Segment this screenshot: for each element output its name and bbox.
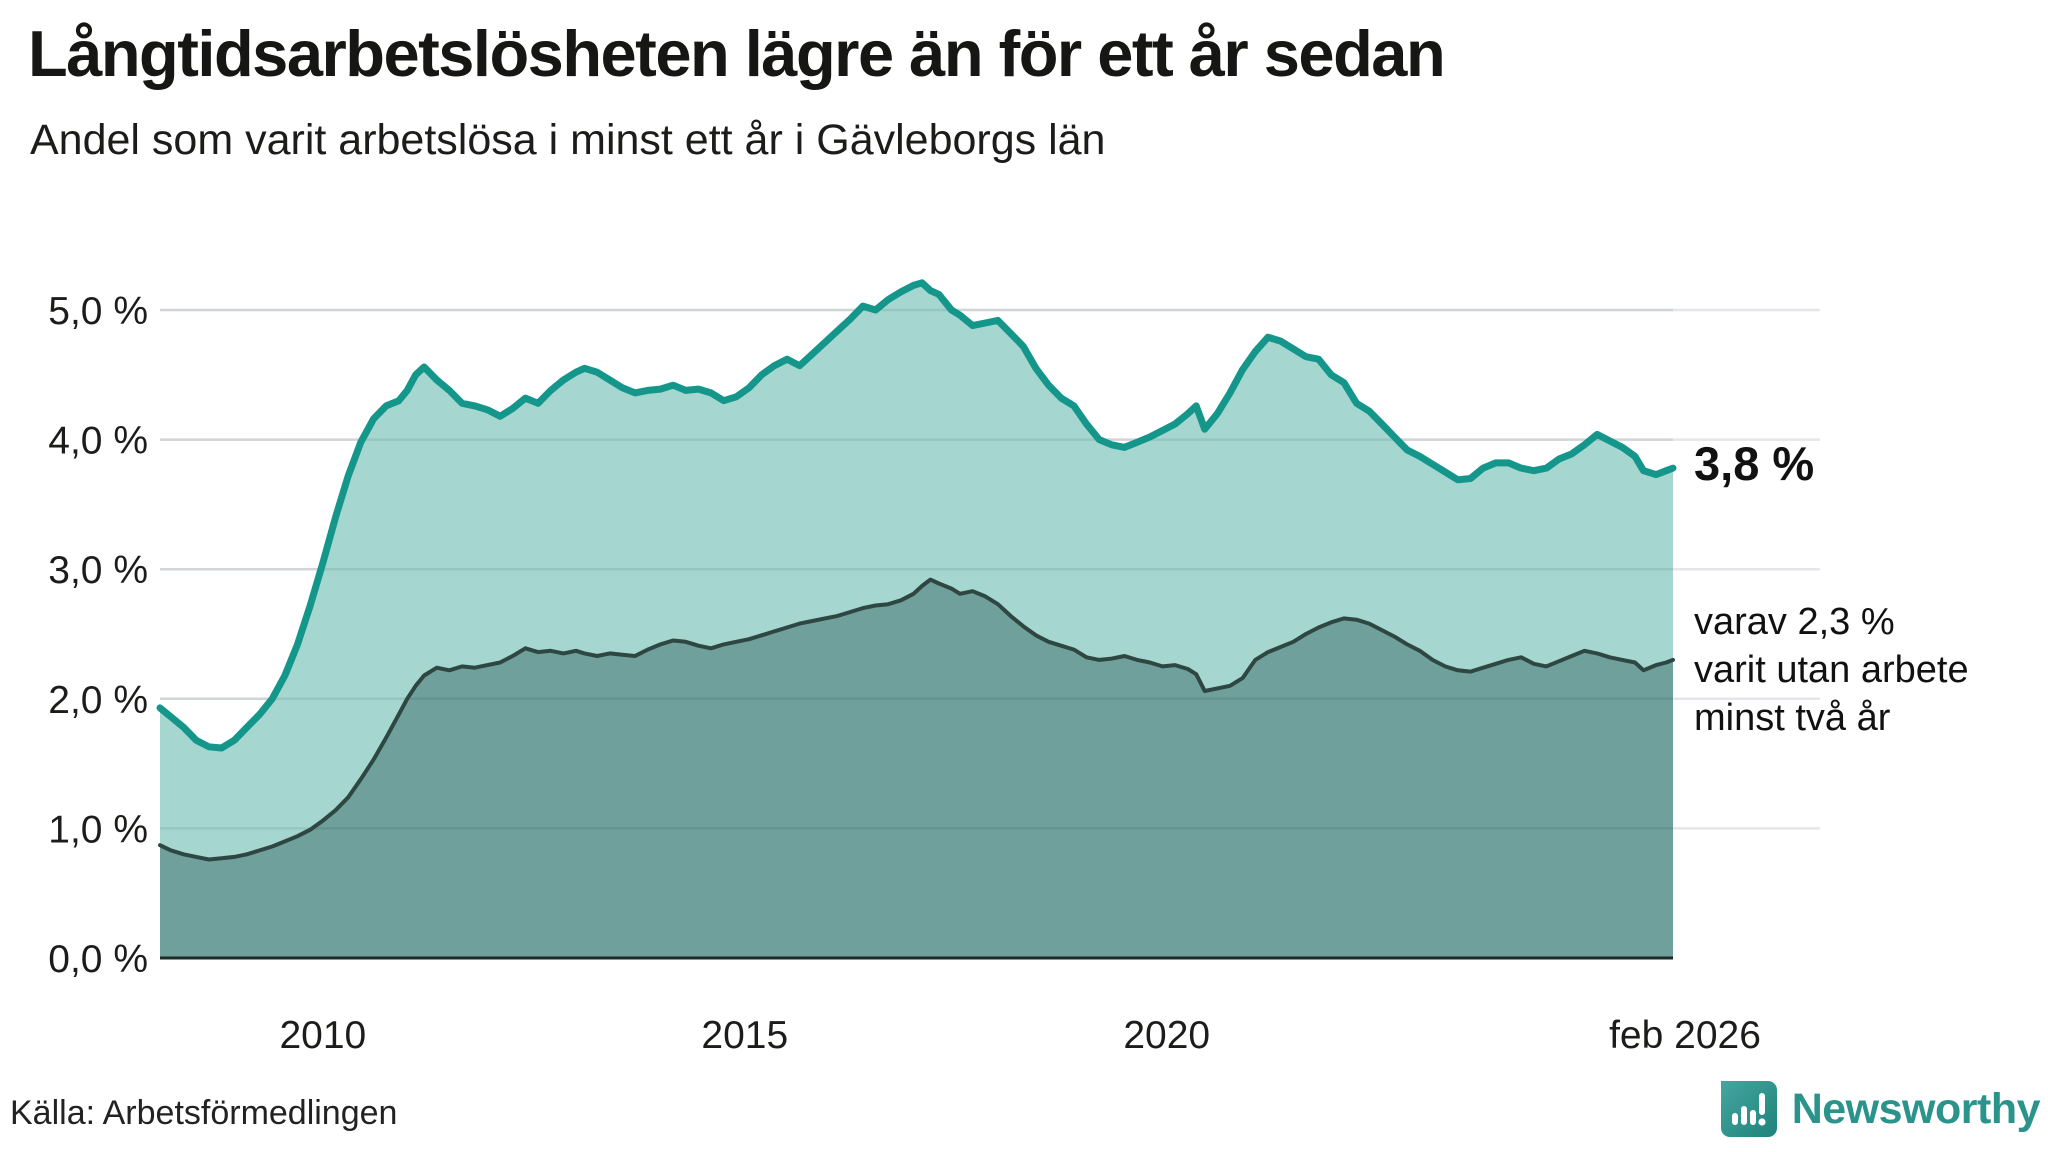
y-tick-label: 2,0 %: [48, 679, 148, 722]
area-two-year: [160, 579, 1673, 958]
y-tick-label: 1,0 %: [48, 808, 148, 851]
y-tick-label: 4,0 %: [48, 420, 148, 463]
two-year-annotation: varav 2,3 % varit utan arbete minst två …: [1694, 598, 1969, 742]
two-year-annotation-line: varav 2,3 %: [1694, 600, 1895, 643]
x-tick-label: 2020: [1123, 1014, 1210, 1057]
two-year-annotation-line: minst två år: [1694, 696, 1891, 739]
two-year-annotation-line: varit utan arbete: [1694, 648, 1969, 691]
newsworthy-speech-bubble-chart-icon: [1720, 1081, 1777, 1137]
y-tick-label: 5,0 %: [48, 290, 148, 333]
x-tick-label: feb 2026: [1609, 1014, 1761, 1057]
x-tick-label: 2015: [701, 1014, 788, 1057]
y-tick-label: 3,0 %: [48, 549, 148, 592]
line-two-year: [158, 577, 1675, 862]
y-tick-label: 0,0 %: [48, 938, 148, 981]
line-total-one-year: [156, 279, 1677, 752]
source-caption: Källa: Arbetsförmedlingen: [10, 1094, 398, 1132]
latest-value-label: 3,8 %: [1694, 437, 1815, 491]
page-title: Långtidsarbetslösheten lägre än för ett …: [28, 17, 1446, 90]
newsworthy-logo: Newsworthy: [1720, 1080, 2041, 1138]
page-subtitle: Andel som varit arbetslösa i minst ett å…: [30, 116, 1106, 164]
x-tick-label: 2010: [279, 1014, 366, 1057]
newsworthy-wordmark: Newsworthy: [1791, 1084, 2041, 1133]
